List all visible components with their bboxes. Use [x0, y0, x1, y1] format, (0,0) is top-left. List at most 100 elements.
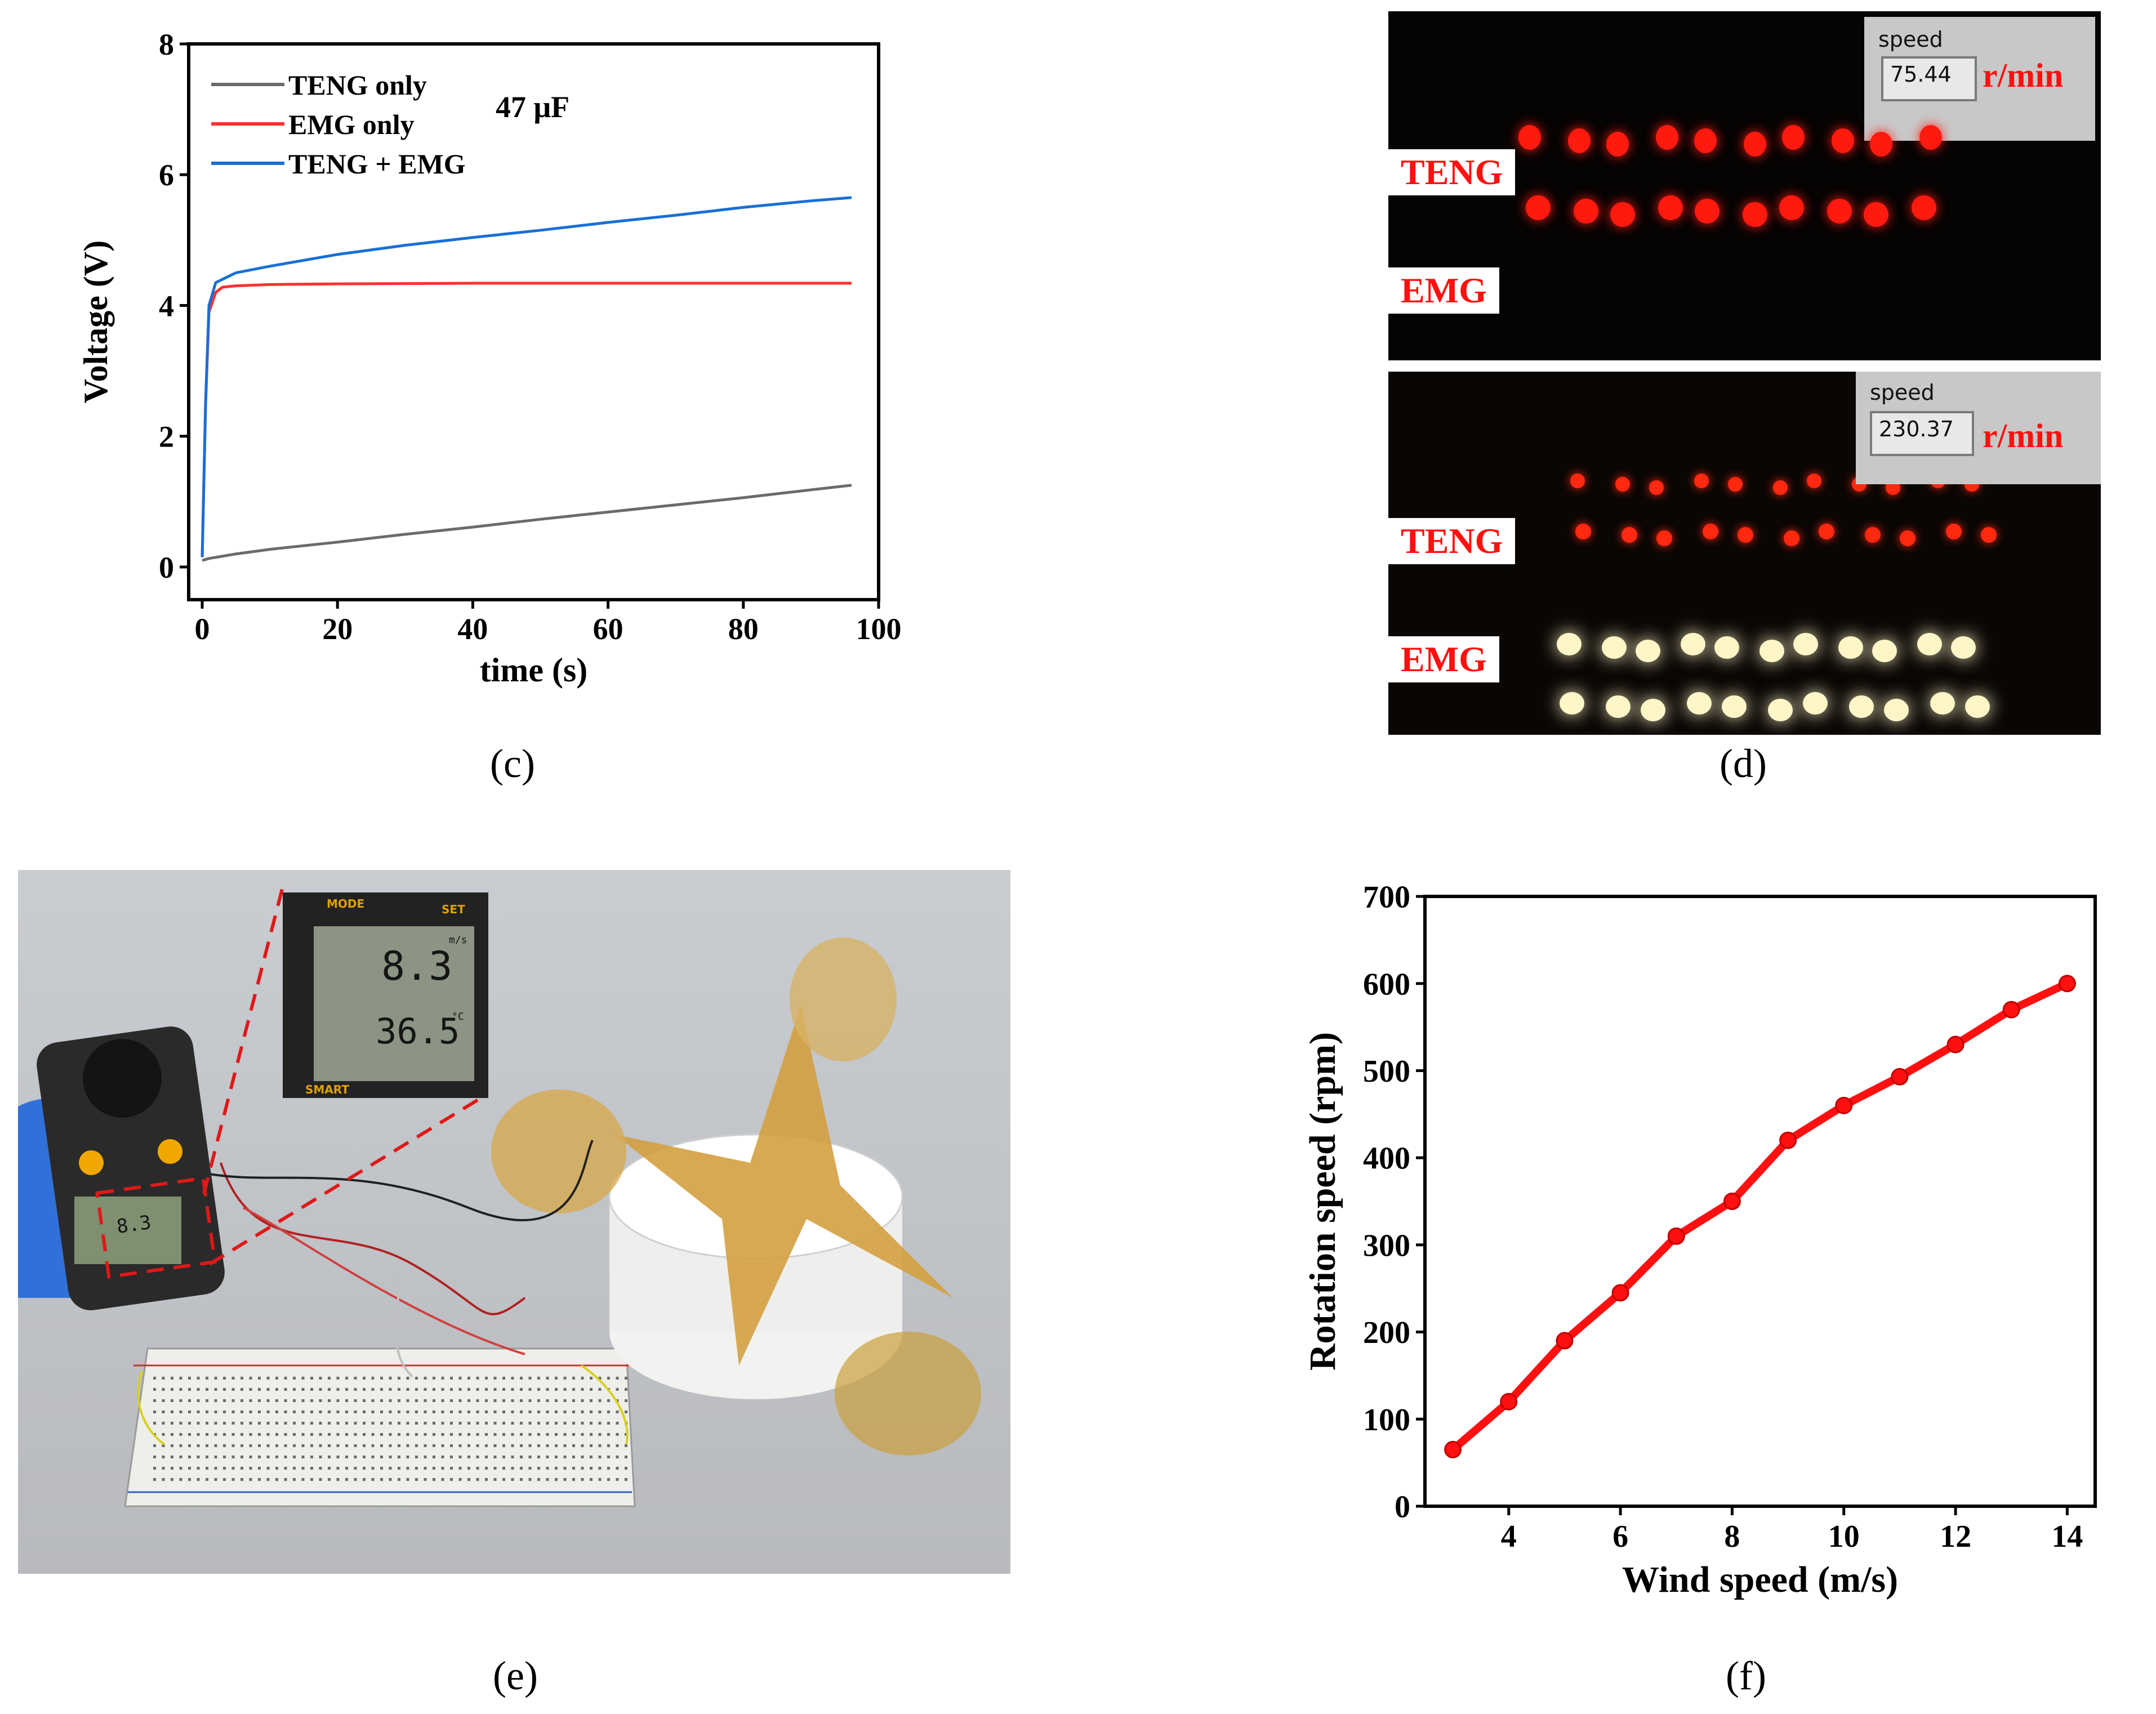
- breadboard-hole: [310, 1388, 313, 1391]
- breadboard-hole: [528, 1388, 532, 1391]
- breadboard-hole: [380, 1377, 383, 1380]
- breadboard-hole: [240, 1377, 243, 1380]
- breadboard-hole: [231, 1388, 235, 1391]
- breadboard-hole: [275, 1456, 278, 1458]
- breadboard-hole: [458, 1433, 462, 1436]
- photo-d-led-panel: speed 75.44 r/min TENG EMG speed 230.37 …: [1388, 11, 2101, 735]
- breadboard-hole: [328, 1388, 331, 1391]
- breadboard-hole: [354, 1467, 357, 1470]
- temperature-reading: 36.5: [376, 1011, 460, 1052]
- breadboard-hole: [389, 1433, 392, 1436]
- breadboard-hole: [450, 1377, 453, 1380]
- breadboard-hole: [223, 1444, 226, 1447]
- breadboard-hole: [336, 1377, 340, 1380]
- breadboard-hole: [433, 1444, 435, 1447]
- breadboard-hole: [398, 1433, 400, 1436]
- breadboard-hole: [258, 1411, 261, 1413]
- breadboard-hole: [485, 1456, 488, 1458]
- legend-label: TENG only: [288, 69, 427, 101]
- breadboard-hole: [162, 1456, 165, 1458]
- breadboard-hole: [476, 1399, 479, 1402]
- led: [1951, 636, 1976, 659]
- breadboard-hole: [467, 1399, 470, 1402]
- breadboard-hole: [458, 1456, 462, 1458]
- photo-d-top-low-speed: speed 75.44 r/min TENG EMG: [1388, 11, 2101, 360]
- breadboard-hole: [572, 1444, 575, 1447]
- breadboard-hole: [310, 1399, 313, 1402]
- x-tick-label: 0: [195, 612, 210, 646]
- label-teng: TENG: [1388, 149, 1516, 195]
- breadboard-hole: [476, 1433, 479, 1436]
- breadboard-hole: [502, 1377, 505, 1380]
- breadboard-hole: [590, 1399, 593, 1402]
- breadboard-hole: [502, 1478, 505, 1481]
- data-point: [1444, 1440, 1462, 1458]
- breadboard-hole: [502, 1433, 505, 1436]
- breadboard-hole: [345, 1377, 348, 1380]
- breadboard-hole: [625, 1388, 627, 1391]
- breadboard-hole: [493, 1399, 497, 1402]
- breadboard-hole: [458, 1399, 462, 1402]
- breadboard-hole: [607, 1478, 610, 1481]
- breadboard-hole: [528, 1399, 532, 1402]
- breadboard-hole: [345, 1444, 348, 1447]
- breadboard-hole: [581, 1422, 584, 1425]
- breadboard-hole: [563, 1422, 567, 1425]
- breadboard-hole: [424, 1478, 427, 1481]
- breadboard-hole: [310, 1456, 313, 1458]
- plot-frame: [187, 42, 880, 601]
- speed-title: speed: [1870, 380, 1935, 405]
- x-tick-label: 60: [593, 612, 623, 646]
- breadboard-hole: [345, 1422, 348, 1425]
- breadboard-hole: [563, 1399, 567, 1402]
- breadboard-hole: [520, 1478, 523, 1481]
- breadboard-hole: [433, 1388, 435, 1391]
- breadboard-hole: [223, 1478, 226, 1481]
- plot-frame: [1423, 895, 2097, 1508]
- breadboard-hole: [441, 1411, 444, 1413]
- label-teng: TENG: [1388, 518, 1516, 564]
- speed-title: speed: [1878, 27, 1943, 52]
- breadboard-hole: [406, 1377, 409, 1380]
- breadboard-hole: [258, 1478, 261, 1481]
- breadboard-hole: [476, 1456, 479, 1458]
- breadboard-hole: [590, 1467, 593, 1470]
- breadboard-hole: [581, 1411, 584, 1413]
- led: [1912, 195, 1936, 220]
- breadboard-hole: [458, 1444, 462, 1447]
- breadboard-hole: [441, 1456, 444, 1458]
- breadboard-hole: [537, 1456, 540, 1458]
- breadboard-hole: [275, 1422, 278, 1425]
- breadboard-hole: [258, 1433, 261, 1436]
- breadboard-hole: [546, 1433, 549, 1436]
- breadboard-hole: [336, 1411, 340, 1413]
- breadboard-hole: [590, 1433, 593, 1436]
- breadboard-hole: [162, 1478, 165, 1481]
- led: [1570, 474, 1585, 488]
- breadboard-hole: [450, 1467, 453, 1470]
- breadboard-hole: [572, 1399, 575, 1402]
- breadboard-hole: [537, 1467, 540, 1470]
- breadboard-hole: [206, 1433, 208, 1436]
- breadboard-hole: [415, 1399, 418, 1402]
- breadboard-hole: [301, 1422, 305, 1425]
- breadboard-hole: [293, 1411, 296, 1413]
- breadboard-hole: [441, 1478, 444, 1481]
- breadboard-hole: [590, 1377, 593, 1380]
- x-axis-label: time (s): [480, 651, 588, 689]
- breadboard-hole: [450, 1422, 453, 1425]
- breadboard-hole: [485, 1411, 488, 1413]
- breadboard-hole: [389, 1467, 392, 1470]
- breadboard-hole: [581, 1377, 584, 1380]
- led: [1658, 195, 1683, 220]
- breadboard-hole: [625, 1467, 627, 1470]
- breadboard-hole: [354, 1478, 357, 1481]
- breadboard-hole: [389, 1444, 392, 1447]
- breadboard-hole: [511, 1388, 514, 1391]
- led: [1641, 699, 1665, 721]
- breadboard-hole: [179, 1422, 182, 1425]
- breadboard-hole: [485, 1467, 488, 1470]
- breadboard-hole: [293, 1456, 296, 1458]
- breadboard-hole: [266, 1411, 270, 1413]
- breadboard-hole: [590, 1411, 593, 1413]
